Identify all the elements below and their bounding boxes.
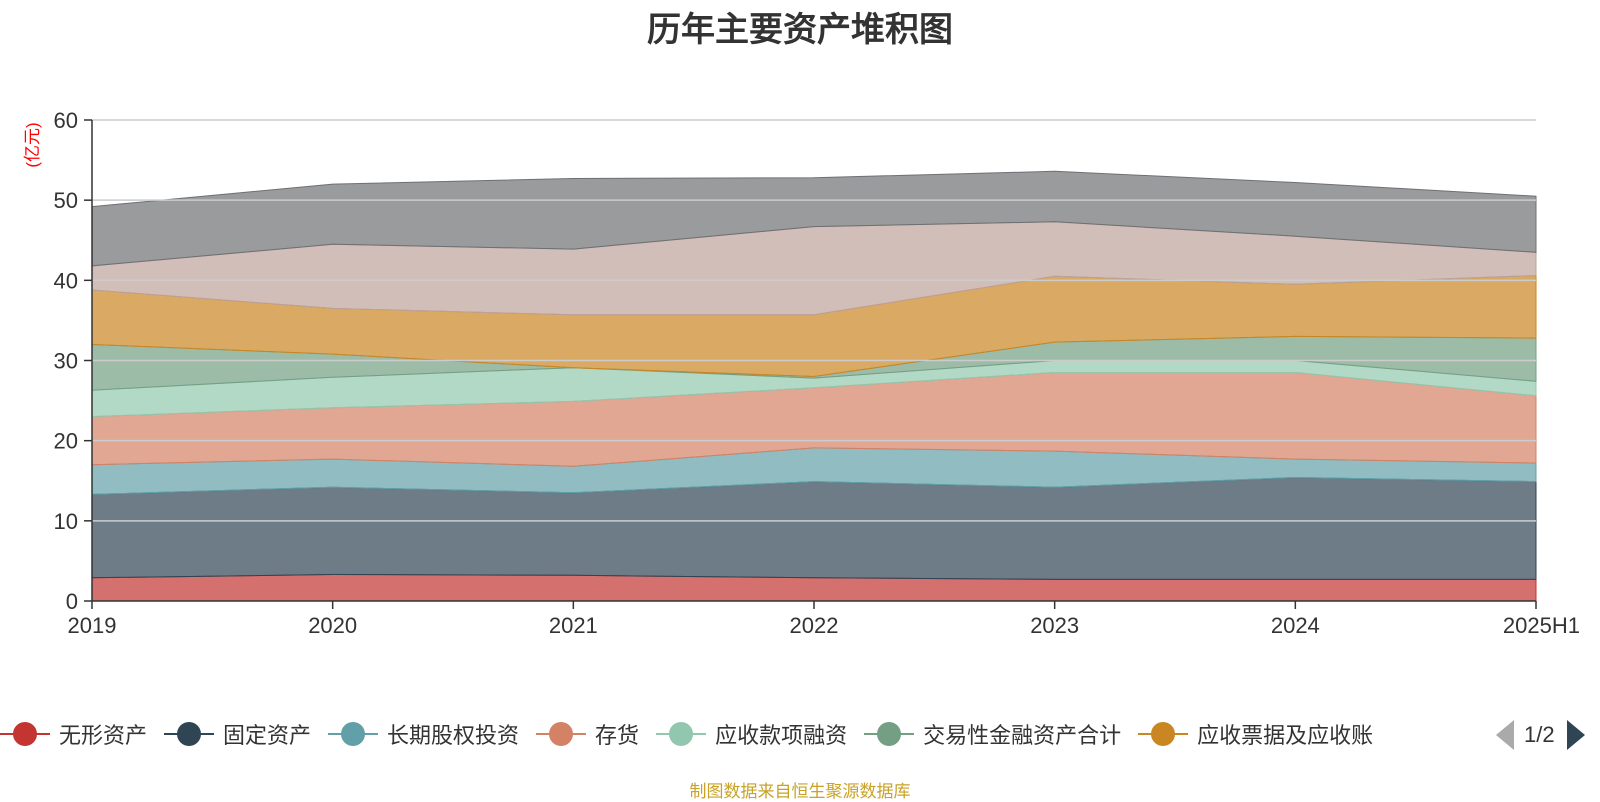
legend-label: 交易性金融资产合计 (923, 723, 1122, 748)
x-tick-label-1: 2020 (308, 613, 357, 638)
y-tick-labels: 0 10 20 30 40 50 60 (54, 108, 78, 614)
legend-item-2[interactable]: 长期股权投资 (328, 718, 519, 750)
y-tick-label-4: 40 (54, 268, 78, 293)
chart-title: 历年主要资产堆积图 (647, 11, 953, 49)
y-tick-label-0: 0 (66, 589, 78, 614)
legend-label: 无形资产 (59, 723, 148, 748)
legend-item-3[interactable]: 存货 (536, 718, 639, 750)
x-tick-label-3: 2022 (790, 613, 839, 638)
legend-pager: 1/2 (1496, 718, 1585, 752)
axes (91, 120, 1537, 609)
area-series-8 (91, 170, 1537, 267)
area-series-layer (91, 170, 1537, 602)
data-source-note: 制图数据来自恒生聚源数据库 (689, 782, 911, 801)
legend-label: 长期股权投资 (387, 723, 520, 748)
x-tick-label-0: 2019 (68, 613, 117, 638)
x-tick-label-2: 2021 (549, 613, 598, 638)
legend-marker-icon (536, 721, 587, 747)
x-tick-label-4: 2023 (1030, 613, 1079, 638)
legend-label: 存货 (595, 723, 640, 748)
y-tick-label-6: 60 (54, 108, 78, 133)
x-tick-label-6: 2025H1 (1503, 613, 1580, 638)
x-tick-label-5: 2024 (1271, 613, 1320, 638)
legend-item-6[interactable]: 应收票据及应收账 (1138, 718, 1373, 750)
gridlines (84, 119, 1536, 602)
legend-item-4[interactable]: 应收款项融资 (656, 718, 847, 750)
y-tick-label-2: 20 (54, 429, 78, 454)
legend-page-indicator: 1/2 (1524, 722, 1555, 747)
legend-label: 固定资产 (223, 723, 312, 748)
chart-legend: 无形资产 固定资产 长期股权投资 存货 应收款项融资 交易性金融资产合计 应收票据及应收账 (0, 716, 1390, 752)
y-tick-label-1: 10 (54, 509, 78, 534)
legend-item-5[interactable]: 交易性金融资产合计 (864, 718, 1121, 750)
legend-item-1[interactable]: 固定资产 (164, 718, 311, 750)
legend-marker-icon (864, 721, 915, 747)
legend-marker-icon (164, 721, 215, 747)
x-tick-labels: 2019 2020 2021 2022 2023 2024 2025H1 (68, 613, 1580, 638)
area-series-1 (91, 476, 1537, 580)
legend-marker-icon (328, 721, 379, 747)
y-tick-label-5: 50 (54, 188, 78, 213)
legend-marker-icon (1138, 721, 1189, 747)
legend-next-page-icon[interactable] (1566, 720, 1585, 750)
legend-prev-page-icon[interactable] (1496, 720, 1514, 750)
y-axis-unit-label: (亿元) (23, 122, 42, 167)
legend-marker-icon (656, 721, 707, 747)
legend-marker-icon (0, 721, 50, 747)
y-tick-label-3: 30 (54, 349, 78, 374)
legend-label: 应收款项融资 (715, 723, 848, 748)
legend-item-0[interactable]: 无形资产 (0, 718, 147, 750)
legend-label: 应收票据及应收账 (1197, 723, 1374, 748)
